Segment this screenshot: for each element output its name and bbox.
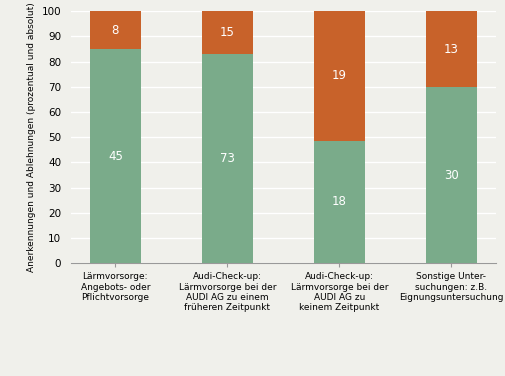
Bar — [202, 11, 252, 54]
Bar — [90, 11, 140, 49]
Text: 73: 73 — [220, 152, 234, 165]
Text: 13: 13 — [443, 43, 458, 56]
Text: 8: 8 — [112, 24, 119, 37]
Bar — [314, 11, 364, 141]
Text: 45: 45 — [108, 150, 123, 163]
Bar — [314, 141, 364, 263]
Text: 15: 15 — [220, 26, 234, 39]
Text: 30: 30 — [443, 169, 458, 182]
Text: 19: 19 — [331, 70, 346, 82]
Bar — [90, 49, 140, 263]
Text: 18: 18 — [331, 196, 346, 208]
Y-axis label: Anerkennungen und Ablehnungen (prozentual und absolut): Anerkennungen und Ablehnungen (prozentua… — [27, 2, 36, 272]
Bar — [425, 88, 476, 263]
Bar — [425, 11, 476, 88]
Bar — [202, 54, 252, 263]
